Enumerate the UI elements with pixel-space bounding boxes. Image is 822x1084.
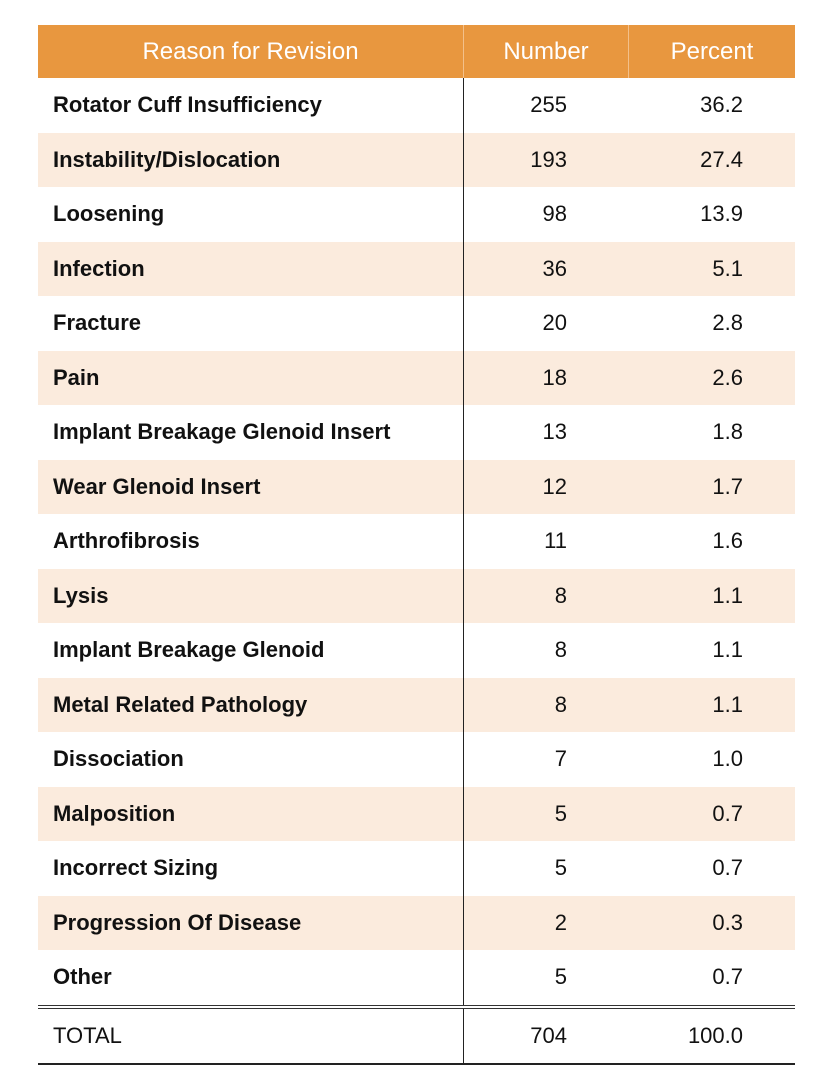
table-row: Arthrofibrosis 11 1.6	[38, 514, 795, 569]
cell: Infection	[53, 255, 145, 281]
cell: 1.6	[712, 528, 743, 554]
table-row: Other 5 0.7	[38, 950, 795, 1005]
table-row: Metal Related Pathology 8 1.1	[38, 677, 795, 732]
cell: 193	[463, 132, 628, 187]
cell: Pain	[53, 364, 100, 390]
cell: 36	[463, 241, 628, 296]
table-row: Instability/Dislocation 193 27.4	[38, 132, 795, 187]
table-row: Dissociation 7 1.0	[38, 732, 795, 787]
cell: 13.9	[700, 201, 743, 227]
total-row: TOTAL 704 100.0	[38, 1004, 795, 1065]
cell: Metal Related Pathology	[53, 691, 308, 717]
table-row: Rotator Cuff Insufficiency 255 36.2	[38, 78, 795, 133]
cell: 1.0	[712, 746, 743, 772]
cell: 0.7	[712, 964, 743, 990]
cell: Malposition	[53, 800, 176, 826]
cell: 2.6	[712, 364, 743, 390]
cell: Implant Breakage Glenoid	[53, 637, 325, 663]
header-row: Reason for Revision Number Percent	[38, 25, 795, 78]
cell: 20	[463, 296, 628, 351]
cell: 8	[463, 677, 628, 732]
cell: Lysis	[53, 582, 109, 608]
cell: 704	[463, 1008, 628, 1063]
cell: 0.3	[712, 909, 743, 935]
cell: Rotator Cuff Insufficiency	[53, 92, 322, 118]
cell: Progression Of Disease	[53, 909, 302, 935]
cell: 27.4	[700, 146, 743, 172]
table-row: Loosening 98 13.9	[38, 187, 795, 242]
cell: 5	[463, 786, 628, 841]
cell: 98	[463, 187, 628, 242]
cell: Fracture	[53, 310, 142, 336]
cell: 5	[463, 841, 628, 896]
cell: TOTAL	[53, 1022, 122, 1048]
cell: Other	[53, 964, 112, 990]
cell: 18	[463, 350, 628, 405]
cell: 1.1	[712, 691, 743, 717]
cell: Percent	[628, 25, 795, 78]
cell: 2.8	[712, 310, 743, 336]
cell: Reason for Revision	[142, 37, 359, 65]
table-row: Incorrect Sizing 5 0.7	[38, 841, 795, 896]
cell: Loosening	[53, 201, 165, 227]
cell: 0.7	[712, 800, 743, 826]
cell: 13	[463, 405, 628, 460]
cell: Instability/Dislocation	[53, 146, 281, 172]
table-row: Malposition 5 0.7	[38, 786, 795, 841]
cell: 255	[463, 78, 628, 133]
cell: 11	[463, 514, 628, 569]
cell: Implant Breakage Glenoid Insert	[53, 419, 391, 445]
cell: Number	[463, 25, 628, 78]
cell: 7	[463, 732, 628, 787]
cell: 12	[463, 459, 628, 514]
cell: Dissociation	[53, 746, 184, 772]
cell: Incorrect Sizing	[53, 855, 219, 881]
cell: 5	[463, 950, 628, 1005]
cell: Wear Glenoid Insert	[53, 473, 261, 499]
cell: 1.7	[712, 473, 743, 499]
cell: Arthrofibrosis	[53, 528, 200, 554]
revision-table: Reason for Revision Number Percent Rotator …	[38, 25, 795, 1065]
table-row: Infection 36 5.1	[38, 241, 795, 296]
table-row: Progression Of Disease 2 0.3	[38, 895, 795, 950]
table-row: Wear Glenoid Insert 12 1.7	[38, 459, 795, 514]
cell: 5.1	[712, 255, 743, 281]
cell: 36.2	[700, 92, 743, 118]
table-row: Pain 18 2.6	[38, 350, 795, 405]
cell: 2	[463, 895, 628, 950]
cell: 1.1	[712, 637, 743, 663]
table-row: Implant Breakage Glenoid 8 1.1	[38, 623, 795, 678]
cell: 100.0	[687, 1022, 743, 1048]
table-row: Lysis 8 1.1	[38, 568, 795, 623]
cell: 0.7	[712, 855, 743, 881]
cell: 1.1	[712, 582, 743, 608]
table-row: Fracture 20 2.8	[38, 296, 795, 351]
cell: 1.8	[712, 419, 743, 445]
cell: 8	[463, 568, 628, 623]
cell: 8	[463, 623, 628, 678]
table-row: Implant Breakage Glenoid Insert 13 1.8	[38, 405, 795, 460]
